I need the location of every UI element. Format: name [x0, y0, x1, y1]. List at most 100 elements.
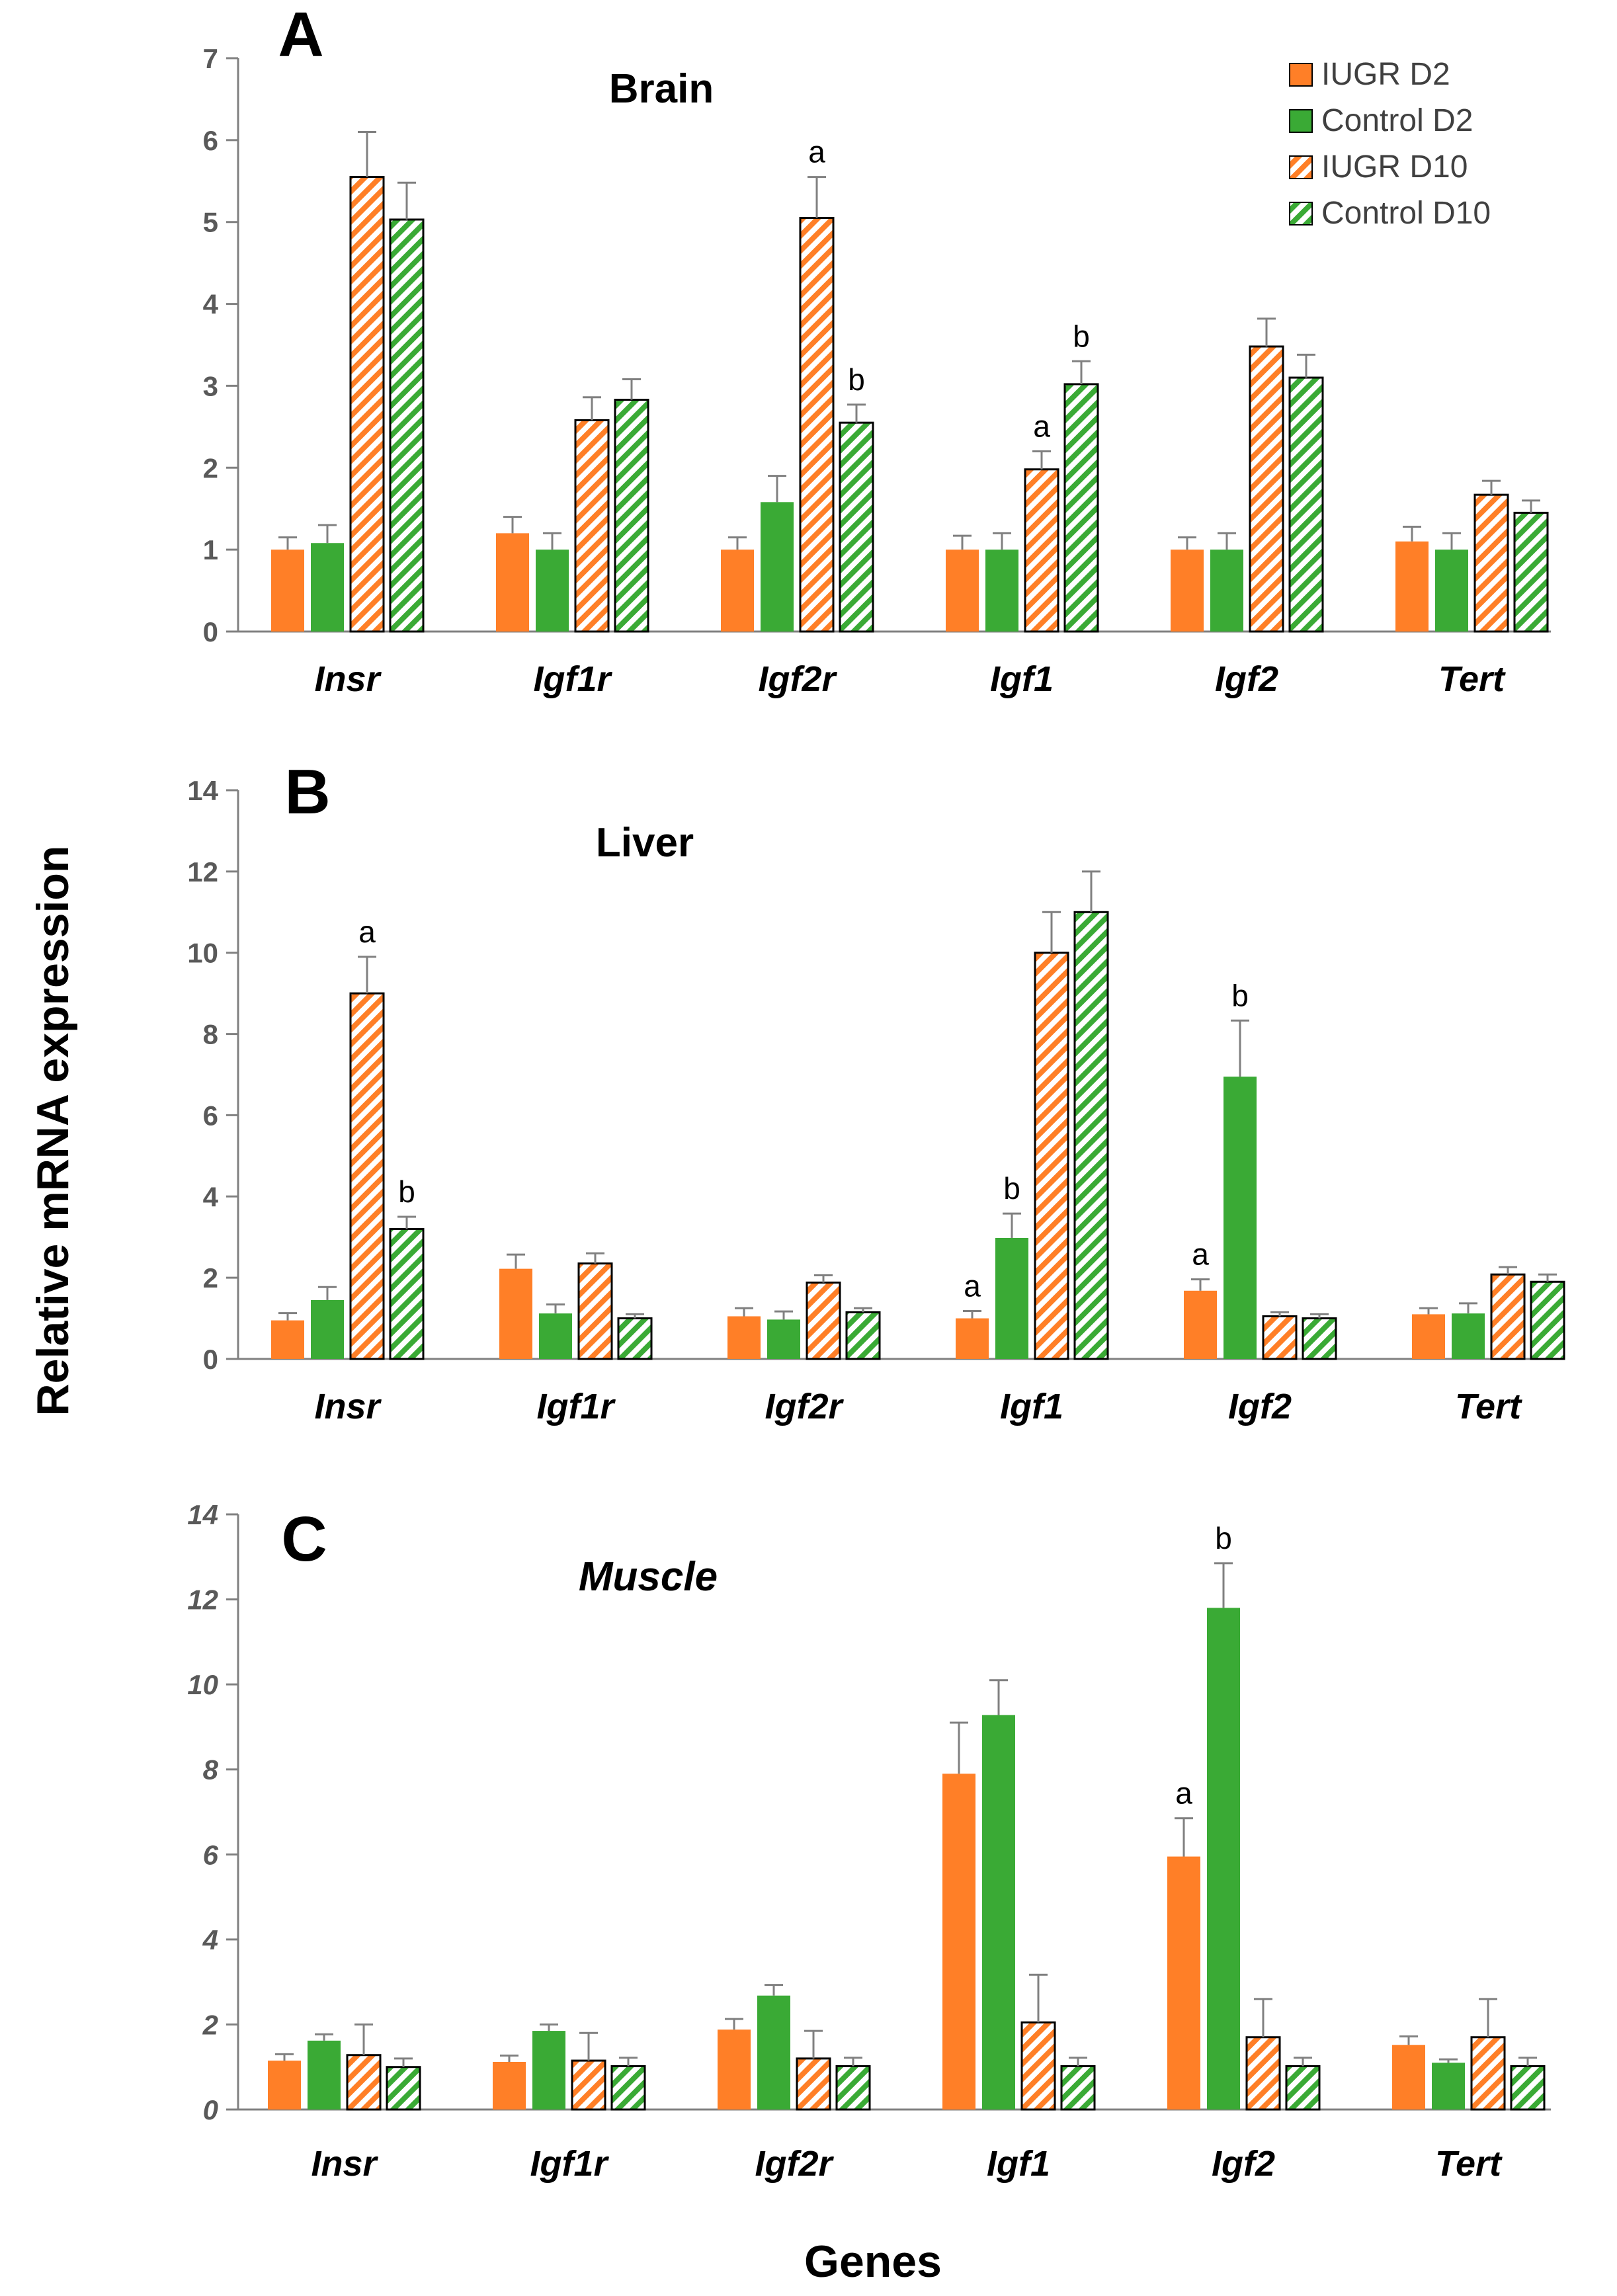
bar-iugr-d2-tert: [1392, 2045, 1425, 2110]
panel-c: 0 2 4 6 8 10 12 14 Insr Igf1r Igf2r Igf1 Igf2 Tert a b C…: [187, 1499, 1551, 2184]
category-label-igf2r: Igf2r: [755, 2144, 834, 2184]
significance-label: b: [1073, 319, 1090, 353]
bar-iugr-d10-igf2: [1262, 1315, 1298, 1360]
bar-control-d10-insr: [386, 2066, 421, 2111]
category-label-igf1: Igf1: [1000, 1387, 1063, 1426]
bar-control-d2-igf2: [1207, 1608, 1240, 2110]
bar-iugr-d2-insr: [271, 550, 304, 632]
bar-iugr-d10-insr: [349, 992, 385, 1360]
bar-control-d2-igf1: [982, 1715, 1015, 2110]
y-tick-label: 0: [203, 2094, 218, 2125]
bar-control-d10-tert: [1513, 511, 1549, 633]
panel-title: Brain: [609, 66, 714, 112]
bar-iugr-d10-igf2: [1245, 2036, 1281, 2111]
bar-iugr-d10-igf2: [1249, 345, 1284, 633]
bar-control-d2-igf2r: [767, 1319, 800, 1359]
bar-iugr-d10-igf2r: [806, 1282, 841, 1360]
significance-label: b: [398, 1174, 415, 1209]
bar-iugr-d2-igf1: [946, 550, 979, 632]
y-tick-label: 6: [203, 1100, 218, 1131]
significance-label: a: [1175, 1776, 1192, 1811]
bar-iugr-d10-igf1r: [577, 1262, 613, 1360]
y-tick-label: 4: [203, 289, 219, 320]
bar-iugr-d2-igf1: [956, 1318, 989, 1359]
panel-letter: C: [281, 1504, 327, 1575]
y-tick-label: 14: [187, 1499, 218, 1530]
panel-b: 0 2 4 6 8 10 12 14 Insr Igf1r Igf2r Igf1 Igf2 Tert a a b…: [187, 757, 1565, 1426]
y-tick-label: 6: [203, 1839, 219, 1870]
significance-label: b: [1003, 1171, 1020, 1206]
bar-iugr-d10-tert: [1490, 1273, 1526, 1360]
y-tick-label: 2: [203, 1262, 218, 1293]
bar-iugr-d10-igf2r: [796, 2057, 831, 2111]
bar-control-d10-igf2: [1285, 2065, 1321, 2111]
significance-label: a: [964, 1269, 981, 1303]
significance-label: b: [1215, 1521, 1232, 1555]
category-label-insr: Insr: [314, 1387, 382, 1426]
bar-iugr-d10-igf1r: [574, 419, 610, 633]
y-tick-label: 4: [202, 1924, 218, 1955]
bar-iugr-d2-igf2r: [718, 2030, 751, 2110]
bar-iugr-d10-igf2r: [799, 217, 835, 633]
legend-label: Control D10: [1321, 196, 1491, 231]
bar-control-d2-igf1: [985, 550, 1018, 632]
x-axis-title: Genes: [804, 2236, 942, 2287]
legend-swatch: [1289, 155, 1313, 179]
bar-iugr-d2-tert: [1412, 1314, 1445, 1359]
bar-iugr-d2-igf1r: [499, 1268, 532, 1359]
panel-title: Liver: [596, 820, 694, 866]
legend-swatch: [1289, 202, 1313, 226]
y-tick-label: 2: [203, 452, 218, 483]
y-tick-label: 2: [202, 2009, 218, 2040]
y-tick-label: 12: [187, 856, 218, 887]
y-tick-label: 0: [203, 1344, 218, 1375]
bar-control-d10-igf1r: [610, 2065, 646, 2111]
panel-a: 0 1 2 3 4 5 6 7 Insr Igf1r Igf2r Igf1 Igf2 Tert a a b b A B…: [203, 0, 1551, 699]
bar-control-d10-igf1: [1060, 2065, 1096, 2111]
legend-label: IUGR D10: [1321, 149, 1468, 184]
category-label-tert: Tert: [1455, 1387, 1522, 1426]
bar-iugr-d2-igf2r: [727, 1316, 761, 1359]
significance-label: a: [358, 915, 376, 949]
legend-swatch: [1289, 109, 1313, 133]
bar-iugr-d2-insr: [268, 2061, 301, 2110]
bar-control-d2-tert: [1452, 1313, 1485, 1359]
bar-iugr-d10-igf1: [1034, 952, 1069, 1360]
bar-iugr-d2-igf1r: [496, 533, 529, 632]
bar-control-d2-insr: [311, 1299, 344, 1359]
y-axis-title: Relative mRNA expression: [28, 845, 78, 1416]
bar-iugr-d10-tert: [1473, 493, 1509, 633]
bar-control-d2-igf2: [1210, 550, 1243, 632]
y-tick-label: 7: [203, 43, 218, 74]
bar-control-d2-tert: [1435, 550, 1468, 632]
bar-control-d2-insr: [311, 543, 344, 632]
bar-control-d2-tert: [1432, 2063, 1465, 2110]
category-label-igf2r: Igf2r: [765, 1387, 844, 1426]
category-label-insr: Insr: [311, 2144, 378, 2184]
bar-control-d10-igf2r: [845, 1311, 881, 1360]
bar-iugr-d2-tert: [1395, 541, 1429, 632]
y-tick-label: 12: [187, 1584, 218, 1616]
category-label-igf1: Igf1: [987, 2144, 1050, 2184]
category-label-tert: Tert: [1435, 2144, 1503, 2184]
legend: IUGR D2 Control D2 IUGR D10 Control D10: [1289, 57, 1491, 231]
bar-iugr-d10-igf1: [1024, 468, 1059, 633]
y-tick-label: 5: [203, 207, 218, 238]
category-label-igf2: Igf2: [1215, 659, 1278, 699]
bar-iugr-d2-igf1r: [493, 2062, 526, 2110]
y-tick-label: 8: [203, 1754, 219, 1785]
bar-control-d10-igf2: [1302, 1317, 1337, 1360]
bar-control-d10-tert: [1530, 1280, 1565, 1360]
bar-control-d2-igf2r: [761, 502, 794, 632]
category-label-igf2: Igf2: [1228, 1387, 1292, 1426]
category-label-tert: Tert: [1438, 659, 1506, 699]
bar-control-d2-igf1r: [539, 1313, 572, 1359]
category-label-igf1: Igf1: [990, 659, 1054, 699]
bar-control-d2-igf1r: [532, 2031, 565, 2110]
bar-iugr-d10-igf1r: [571, 2059, 606, 2111]
bar-control-d10-tert: [1510, 2065, 1546, 2111]
category-label-igf2r: Igf2r: [758, 659, 837, 699]
bar-control-d10-igf2: [1288, 376, 1324, 633]
bar-control-d2-igf1r: [536, 550, 569, 632]
